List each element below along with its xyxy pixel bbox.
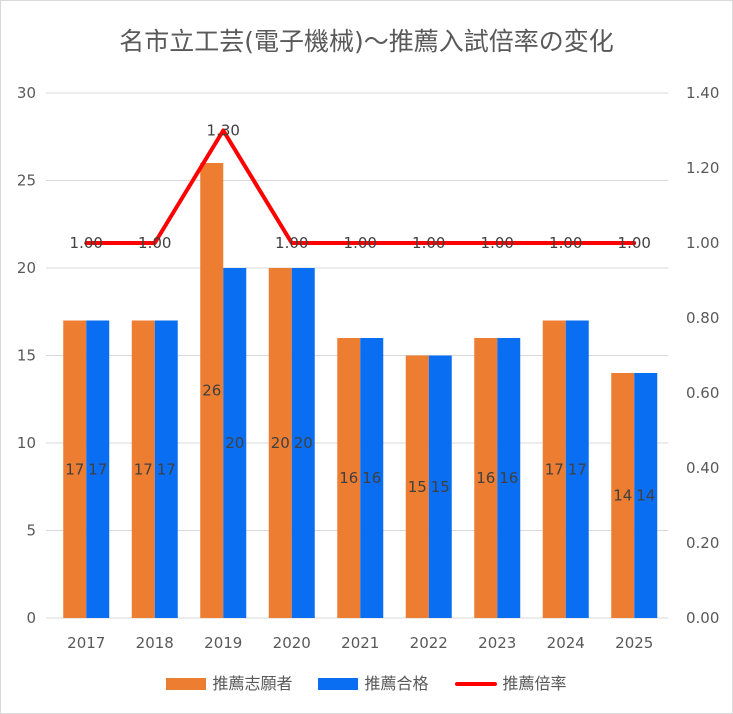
legend-item-applicants: 推薦志願者 — [166, 674, 292, 694]
data-label-applicants-2025: 14 — [613, 487, 632, 505]
y-left-tick-label-20: 20 — [17, 259, 36, 277]
data-label-accepted-2017: 17 — [88, 460, 107, 478]
y-right-tick-label-1.20: 1.20 — [686, 159, 719, 177]
bar-applicants-2021 — [337, 338, 361, 618]
x-tick-label-2025: 2025 — [615, 634, 653, 652]
bar-applicants-2025 — [611, 373, 635, 618]
x-tick-label-2019: 2019 — [204, 634, 242, 652]
data-label-ratio-2024: 1.00 — [549, 234, 582, 252]
data-label-ratio-2019: 1.30 — [207, 122, 240, 140]
y-left-tick-label-15: 15 — [17, 347, 36, 365]
legend-swatch-accepted — [318, 678, 359, 690]
legend-item-accepted: 推薦合格 — [318, 674, 429, 694]
y-left-tick-label-10: 10 — [17, 434, 36, 452]
data-label-applicants-2022: 15 — [408, 478, 427, 496]
bar-applicants-2020 — [268, 268, 292, 618]
bar-accepted-2018 — [154, 320, 178, 618]
data-label-applicants-2020: 20 — [271, 434, 290, 452]
bar-applicants-2023 — [474, 338, 498, 618]
bar-accepted-2024 — [565, 320, 589, 618]
data-label-accepted-2024: 17 — [568, 460, 587, 478]
bar-applicants-2024 — [542, 320, 566, 618]
bar-accepted-2025 — [634, 373, 658, 618]
bar-accepted-2021 — [360, 338, 384, 618]
legend: 推薦志願者 推薦合格 推薦倍率 — [1, 673, 732, 695]
y-left-tick-label-25: 25 — [17, 172, 36, 190]
x-tick-label-2020: 2020 — [273, 634, 311, 652]
legend-swatch-applicants — [166, 678, 207, 690]
bar-accepted-2023 — [497, 338, 521, 618]
legend-label-applicants: 推薦志願者 — [212, 674, 293, 693]
bar-applicants-2019 — [200, 163, 224, 618]
data-label-applicants-2021: 16 — [339, 469, 358, 487]
data-label-accepted-2022: 15 — [431, 478, 450, 496]
x-tick-label-2023: 2023 — [478, 634, 516, 652]
y-right-tick-label-1.40: 1.40 — [686, 84, 719, 102]
y-right-tick-label-0.20: 0.20 — [686, 534, 719, 552]
y-right-tick-label-0.40: 0.40 — [686, 459, 719, 477]
data-label-accepted-2025: 14 — [636, 487, 655, 505]
data-label-applicants-2019: 26 — [202, 382, 221, 400]
data-label-accepted-2018: 17 — [157, 460, 176, 478]
x-tick-label-2022: 2022 — [410, 634, 448, 652]
bar-accepted-2022 — [428, 355, 452, 618]
data-label-ratio-2022: 1.00 — [412, 234, 445, 252]
data-label-ratio-2017: 1.00 — [70, 234, 103, 252]
data-label-ratio-2023: 1.00 — [481, 234, 514, 252]
y-left-tick-label-30: 30 — [17, 84, 36, 102]
data-label-accepted-2021: 16 — [362, 469, 381, 487]
x-tick-label-2024: 2024 — [547, 634, 585, 652]
data-label-accepted-2019: 20 — [225, 434, 244, 452]
bar-applicants-2017 — [63, 320, 87, 618]
bar-applicants-2022 — [405, 355, 429, 618]
data-label-ratio-2021: 1.00 — [344, 234, 377, 252]
legend-item-ratio: 推薦倍率 — [454, 674, 567, 694]
data-label-applicants-2017: 17 — [65, 460, 84, 478]
legend-label-accepted: 推薦合格 — [364, 674, 429, 693]
y-left-tick-label-0: 0 — [26, 609, 36, 627]
bar-accepted-2020 — [291, 268, 315, 618]
bar-accepted-2017 — [86, 320, 110, 618]
bar-accepted-2019 — [223, 268, 247, 618]
legend-swatch-ratio — [454, 682, 497, 686]
legend-label-ratio: 推薦倍率 — [502, 674, 567, 693]
x-tick-label-2018: 2018 — [136, 634, 174, 652]
data-label-accepted-2023: 16 — [499, 469, 518, 487]
y-right-tick-label-0.80: 0.80 — [686, 309, 719, 327]
data-label-applicants-2023: 16 — [476, 469, 495, 487]
data-label-ratio-2025: 1.00 — [618, 234, 651, 252]
data-label-ratio-2020: 1.00 — [275, 234, 308, 252]
data-label-applicants-2018: 17 — [134, 460, 153, 478]
x-tick-label-2021: 2021 — [341, 634, 379, 652]
data-label-ratio-2018: 1.00 — [138, 234, 171, 252]
data-label-accepted-2020: 20 — [294, 434, 313, 452]
y-left-tick-label-5: 5 — [26, 522, 36, 540]
bar-applicants-2018 — [131, 320, 155, 618]
y-right-tick-label-1.00: 1.00 — [686, 234, 719, 252]
chart-title: 名市立工芸(電子機械)～推薦入試倍率の変化 — [119, 27, 614, 56]
x-tick-label-2017: 2017 — [67, 634, 105, 652]
data-label-applicants-2024: 17 — [545, 460, 564, 478]
y-right-tick-label-0.60: 0.60 — [686, 384, 719, 402]
line-ratio — [84, 128, 637, 245]
y-right-tick-label-0.00: 0.00 — [686, 609, 719, 627]
